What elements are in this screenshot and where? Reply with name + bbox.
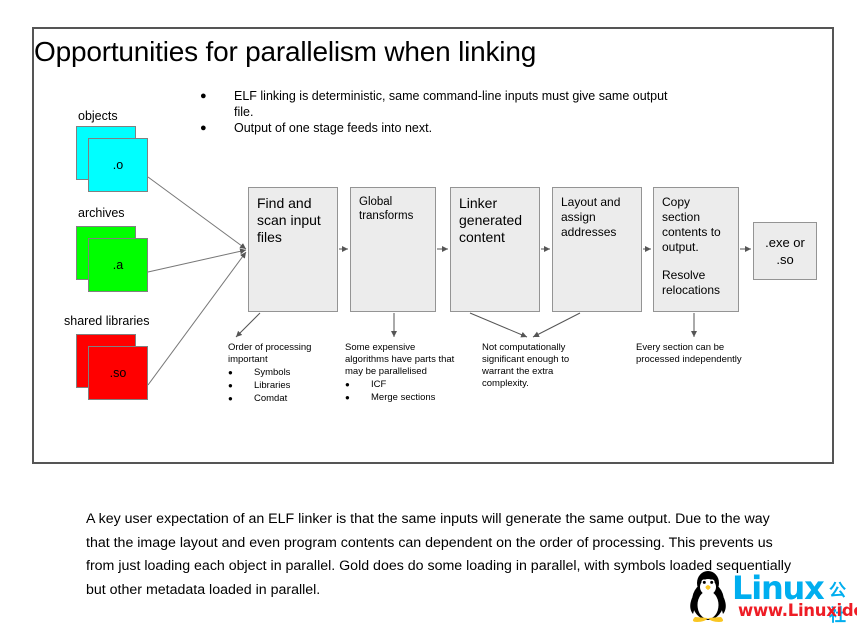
note-bullet-text: Merge sections [371, 392, 436, 403]
stage-box-global-transforms[interactable]: Global transforms [350, 187, 436, 312]
stage-box-find-and-scan[interactable]: Find and scan input files [248, 187, 338, 312]
watermark-brand-cn: 公社 [829, 581, 846, 626]
stage-box-linker-generated-content[interactable]: Linker generated content [450, 187, 540, 312]
watermark: Linux 公社 www.Linuxidc.com [686, 568, 857, 626]
output-line1: .exe or [765, 235, 805, 250]
bullet-dot-icon: ● [345, 380, 350, 389]
note-bullet-text: Comdat [254, 393, 288, 404]
note-every-section-independent: Every section can be processed independe… [636, 342, 758, 366]
spacer [662, 255, 730, 268]
note-bullet-text: Libraries [254, 380, 291, 391]
output-box-exe-or-so[interactable]: .exe or .so [753, 222, 817, 280]
list-item: ● ICF [345, 378, 461, 391]
note-order-of-processing: Order of processing important ● Symbols … [228, 342, 318, 405]
stack-label-shared-libraries: shared libraries [64, 314, 150, 328]
stack-sheet-front: .o [88, 138, 148, 192]
note-heading: Some expensive algorithms have parts tha… [345, 342, 455, 377]
file-stack-objects: .o [76, 126, 148, 192]
file-stack-archives: .a [76, 226, 148, 292]
note-bullet-list: ● Symbols ● Libraries ● Comdat [228, 366, 318, 405]
note-not-computationally-significant: Not computationally significant enough t… [482, 342, 594, 390]
bullet-dot-icon: ● [228, 381, 233, 390]
list-item: ● Output of one stage feeds into next. [200, 121, 690, 137]
bullet-dot-icon: ● [200, 90, 207, 102]
bullet-dot-icon: ● [228, 394, 233, 403]
note-expensive-algorithms: Some expensive algorithms have parts tha… [345, 342, 461, 404]
note-bullet-list: ● ICF ● Merge sections [345, 378, 461, 404]
list-item: ● Merge sections [345, 391, 461, 404]
note-heading: Order of processing important [228, 342, 312, 365]
stack-sheet-front: .a [88, 238, 148, 292]
stage-box-line1: Copy section contents to output. [662, 195, 721, 254]
stack-label-archives: archives [78, 206, 125, 220]
output-line2: .so [776, 252, 794, 267]
note-bullet-text: Symbols [254, 367, 291, 378]
bullet-dot-icon: ● [345, 393, 350, 402]
list-item: ● Libraries [228, 379, 318, 392]
stack-sheet-front: .so [88, 346, 148, 400]
file-stack-shared-libraries: .so [76, 334, 148, 400]
stage-box-line2: Resolve relocations [662, 268, 721, 297]
page-title: Opportunities for parallelism when linki… [34, 36, 537, 67]
list-item: ● Symbols [228, 366, 318, 379]
list-item: ● ELF linking is deterministic, same com… [200, 89, 690, 120]
watermark-url: www.Linuxidc.com [738, 601, 857, 620]
list-item: ● Comdat [228, 392, 318, 405]
stack-label-objects: objects [78, 109, 118, 123]
bullet-dot-icon: ● [200, 122, 207, 134]
tux-penguin-icon [690, 571, 726, 622]
stage-box-layout-and-assign[interactable]: Layout and assign addresses [552, 187, 642, 312]
bullet-dot-icon: ● [228, 368, 233, 377]
note-bullet-text: ICF [371, 379, 387, 390]
bullet-text: ELF linking is deterministic, same comma… [234, 89, 668, 119]
stage-box-copy-section-contents[interactable]: Copy section contents to output. Resolve… [653, 187, 739, 312]
note-heading: Every section can be processed independe… [636, 342, 742, 365]
watermark-brand: Linux [732, 569, 825, 607]
bullet-text: Output of one stage feeds into next. [234, 121, 433, 135]
note-heading: Not computationally significant enough t… [482, 342, 570, 389]
top-bullet-list: ● ELF linking is deterministic, same com… [200, 89, 690, 138]
caption-paragraph: A key user expectation of an ELF linker … [86, 511, 792, 598]
